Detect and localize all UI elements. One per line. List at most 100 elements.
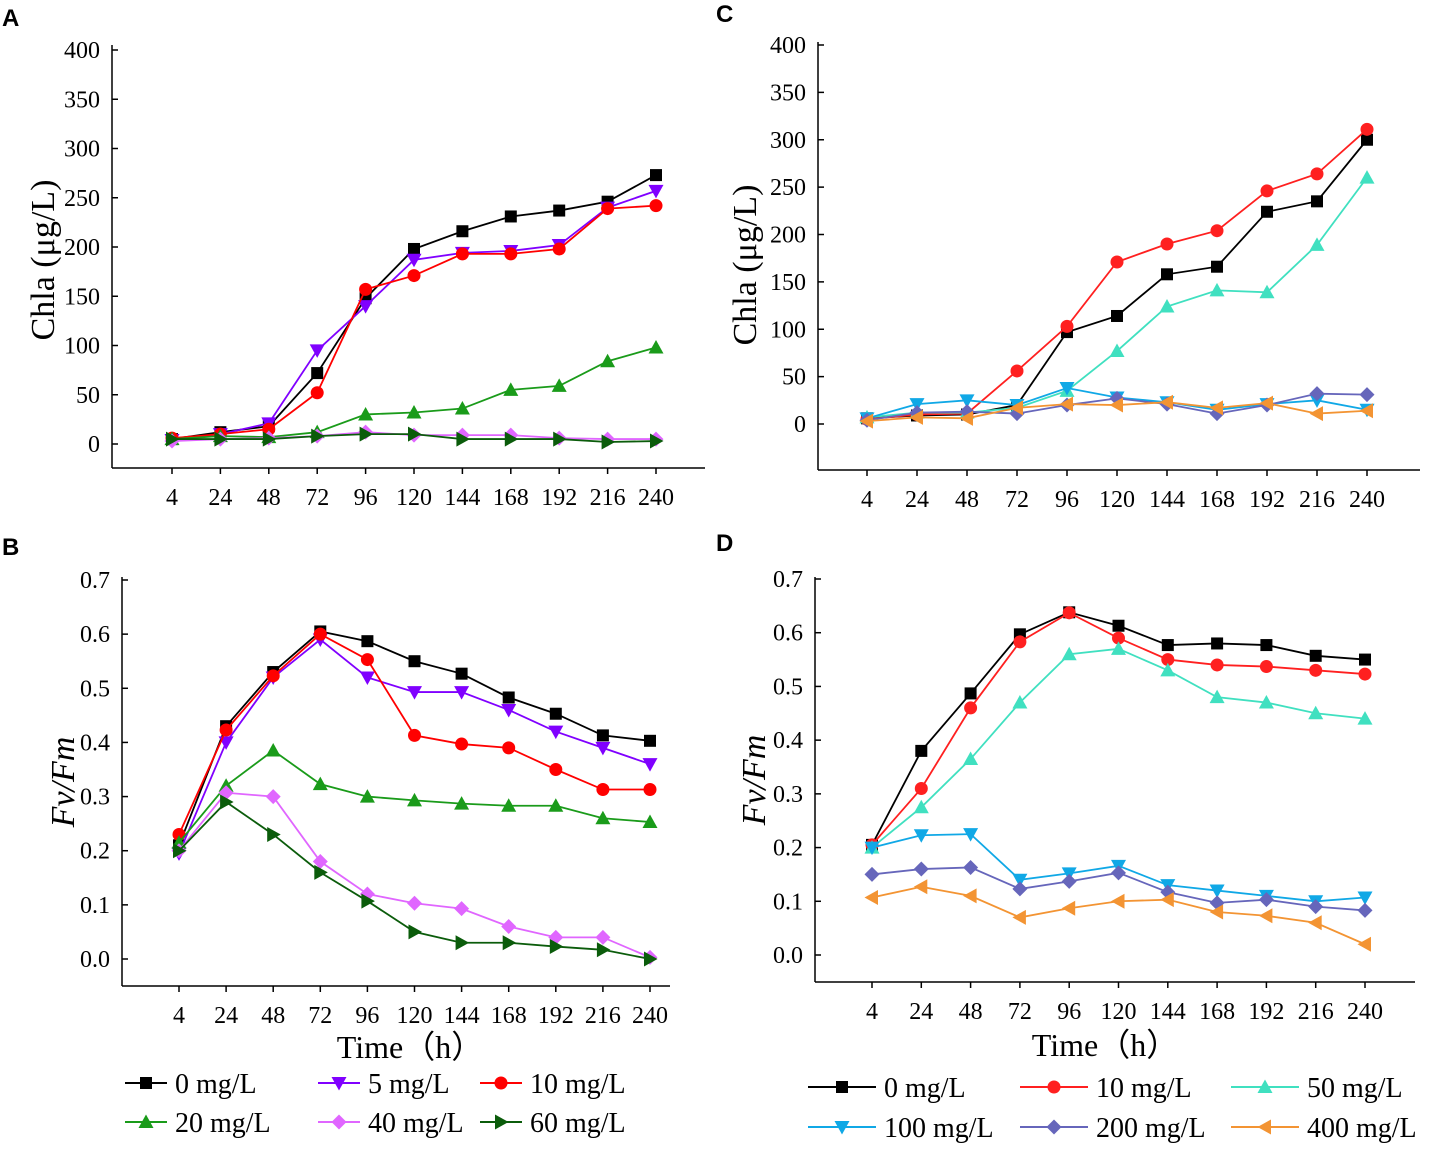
series-50-mg-L: [859, 170, 1375, 424]
legend-item: 100 mg/L: [808, 1113, 994, 1144]
x-tick-label: 192: [1249, 487, 1285, 513]
data-point: [650, 169, 662, 182]
x-tick-label: 96: [1055, 487, 1079, 513]
data-point: [552, 242, 566, 256]
series-5-mg-L: [171, 633, 658, 861]
data-point: [549, 939, 564, 955]
series-10-mg-L: [172, 627, 657, 841]
data-point: [1111, 309, 1123, 322]
data-point: [1211, 637, 1224, 650]
y-tick-label: 0.6: [80, 622, 110, 648]
data-point: [1308, 899, 1324, 915]
data-point: [1110, 255, 1124, 269]
y-tick-label: 0.5: [80, 676, 110, 702]
x-tick-label: 168: [1199, 999, 1235, 1025]
x-tick-label: 48: [955, 487, 979, 513]
legend-label: 50 mg/L: [1307, 1073, 1403, 1104]
data-point: [644, 734, 656, 747]
data-point: [1209, 282, 1225, 297]
data-point: [1109, 397, 1123, 413]
legend-item: 20 mg/L: [125, 1108, 271, 1139]
legend-marker: [495, 1114, 509, 1130]
data-point: [503, 382, 519, 396]
data-point: [1357, 936, 1371, 952]
y-tick-label: 400: [64, 38, 100, 64]
x-tick-label: 120: [397, 1003, 433, 1029]
data-point: [1013, 635, 1027, 649]
data-point: [549, 763, 563, 776]
data-point: [649, 199, 663, 213]
x-tick-label: 144: [1150, 999, 1186, 1025]
data-point: [1012, 909, 1026, 925]
data-point: [1259, 284, 1275, 299]
x-tick-label: 4: [866, 999, 878, 1025]
data-point: [407, 792, 422, 807]
data-point: [1111, 893, 1125, 909]
data-point: [1359, 403, 1373, 419]
data-point: [1209, 689, 1225, 704]
x-tick-label: 72: [305, 485, 329, 511]
data-point: [1161, 639, 1174, 652]
data-point: [1210, 224, 1224, 238]
data-point: [963, 859, 979, 875]
x-tick-label: 192: [1248, 999, 1284, 1025]
data-point: [267, 826, 281, 842]
series-10-mg-L: [865, 606, 1372, 852]
data-point: [501, 919, 517, 935]
data-point: [1160, 662, 1176, 677]
y-tick-label: 350: [770, 80, 806, 106]
x-tick-label: 4: [173, 1003, 185, 1029]
x-tick-label: 168: [1199, 487, 1235, 513]
y-tick-label: 0: [88, 432, 100, 458]
data-point: [314, 864, 328, 880]
data-point: [455, 935, 470, 951]
data-point: [408, 924, 422, 940]
panel-letter: B: [2, 534, 19, 561]
data-point: [1061, 900, 1076, 916]
data-point: [359, 789, 375, 803]
y-tick-label: 0.5: [773, 674, 803, 700]
y-tick-label: 0.0: [80, 947, 110, 973]
x-tick-label: 24: [909, 999, 933, 1025]
data-point: [456, 431, 470, 447]
data-point: [408, 242, 420, 255]
data-point: [964, 701, 978, 715]
data-point: [173, 843, 187, 859]
series-50-mg-L: [864, 641, 1373, 854]
legend-label: 60 mg/L: [530, 1108, 626, 1139]
data-point: [1260, 639, 1273, 652]
y-axis-label: Fv/Fm: [45, 737, 82, 829]
data-point: [648, 184, 664, 199]
data-point: [504, 247, 518, 261]
data-point: [358, 300, 374, 314]
y-tick-label: 150: [64, 284, 100, 310]
x-tick-label: 72: [308, 1003, 332, 1029]
legend-marker: [1257, 1119, 1271, 1135]
data-point: [1358, 667, 1372, 681]
x-tick-label: 240: [638, 485, 674, 511]
series-line: [178, 638, 651, 854]
y-tick-label: 300: [770, 128, 806, 154]
data-point: [601, 202, 615, 216]
data-point: [913, 861, 929, 877]
panel-b: B 0.0 0.1 0.2 0.3 0.4 0.5 0.6 0.7 4 24 48 72 96 120 144…: [2, 534, 670, 1139]
data-point: [1260, 184, 1274, 198]
panel-a: A 0 50 100 150 200 250 300 350 400 4 24 48 72 96 120 144…: [2, 5, 705, 511]
y-tick-label: 0.7: [80, 568, 110, 594]
data-point: [1059, 396, 1073, 412]
data-point: [311, 428, 325, 444]
data-point: [1357, 891, 1373, 906]
data-point: [502, 935, 517, 951]
data-point: [1209, 904, 1224, 920]
series-20-mg-L: [171, 743, 658, 849]
y-tick-label: 0.1: [80, 893, 110, 919]
data-point: [408, 426, 422, 442]
data-point: [504, 431, 519, 447]
x-tick-label: 96: [1057, 999, 1081, 1025]
y-axis-label: Chla (μg/L): [25, 180, 62, 341]
legend-label: 10 mg/L: [1096, 1073, 1192, 1104]
y-tick-label: 0.1: [773, 889, 803, 915]
x-tick-label: 192: [541, 485, 577, 511]
data-point: [309, 344, 325, 358]
data-point: [1159, 299, 1175, 313]
